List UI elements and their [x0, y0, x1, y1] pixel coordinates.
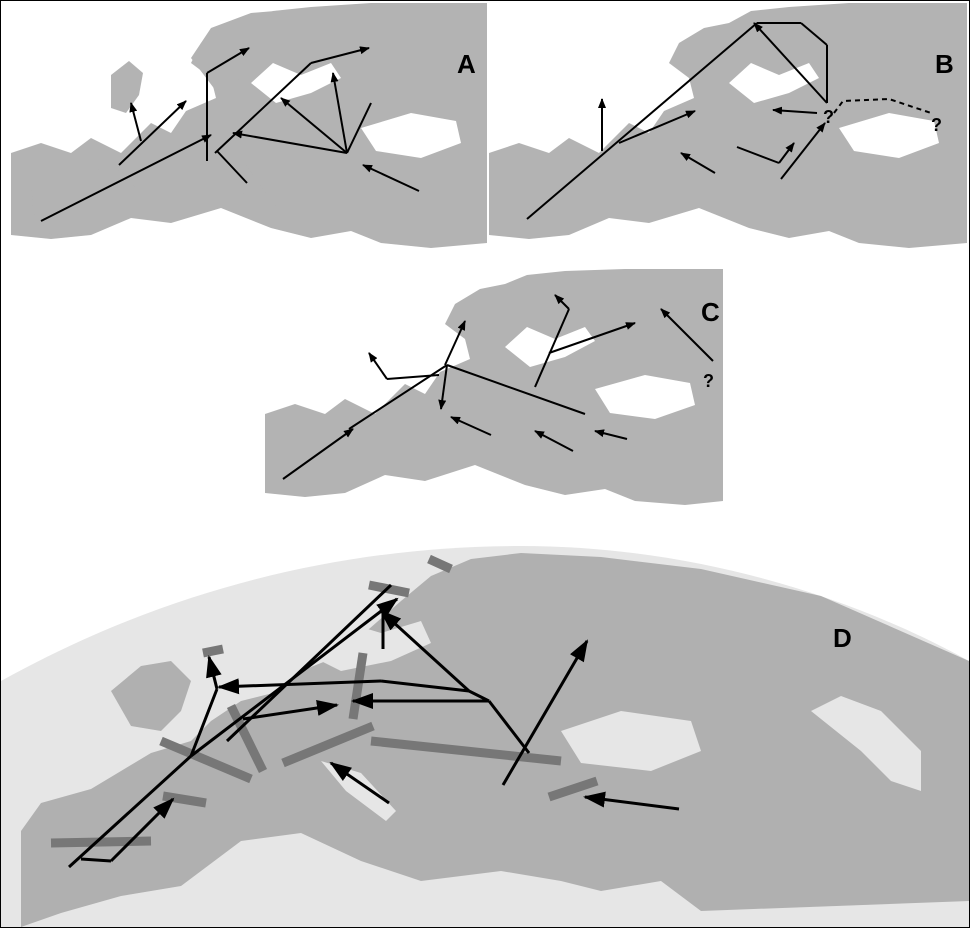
panel-d-europe-land — [21, 553, 969, 927]
panel-d-routes — [67, 583, 680, 869]
panel-b-mediterranean — [489, 208, 967, 261]
panel-c-label: C — [701, 297, 720, 327]
panel-b-baltic-sea — [729, 63, 819, 103]
panel-b-routes — [526, 22, 828, 220]
panel-c-routes — [282, 294, 714, 480]
panel-b-map: ? ? — [489, 3, 967, 261]
panel-d-mediterranean — [21, 833, 969, 927]
panel-d-caspian-sea — [811, 696, 921, 791]
panel-a-label: A — [457, 49, 476, 79]
panel-d-label: D — [833, 623, 852, 653]
panel-b-question-mark-east: ? — [931, 115, 942, 135]
panel-c-map: ? — [265, 269, 723, 517]
panel-c-question-mark: ? — [703, 371, 714, 391]
panel-b-label: B — [935, 49, 954, 79]
panel-b-europe-land — [489, 3, 967, 261]
panel-d-barriers — [50, 554, 599, 848]
panel-b: ? ? B — [489, 3, 967, 261]
panel-c-black-sea — [595, 375, 695, 419]
panel-a-italy — [221, 163, 281, 223]
panel-d-map — [1, 546, 969, 927]
panel-a-black-sea — [361, 113, 461, 158]
panel-c-baltic-sea — [505, 327, 595, 367]
panel-c-europe-land — [265, 269, 723, 517]
panel-b-black-sea — [839, 113, 939, 158]
panel-b-dashed-route — [833, 97, 932, 114]
panel-d-british-isles — [111, 661, 191, 731]
panel-a-iberia — [31, 168, 136, 235]
panel-a: A — [11, 3, 487, 261]
panel-c-mediterranean — [265, 465, 723, 517]
panel-a-british-isles — [111, 61, 143, 113]
panel-a-routes — [40, 46, 420, 222]
panel-d-black-sea — [561, 711, 701, 771]
panel-d: D — [1, 541, 969, 927]
panel-c: ? C — [265, 269, 723, 517]
panel-d-baltic-sea — [301, 621, 431, 671]
panel-b-question-mark-west: ? — [823, 107, 834, 127]
panel-a-map — [11, 3, 487, 261]
panel-a-scandinavia — [191, 8, 351, 91]
panel-a-mediterranean — [11, 208, 487, 261]
panel-a-baltic-sea — [251, 63, 341, 103]
